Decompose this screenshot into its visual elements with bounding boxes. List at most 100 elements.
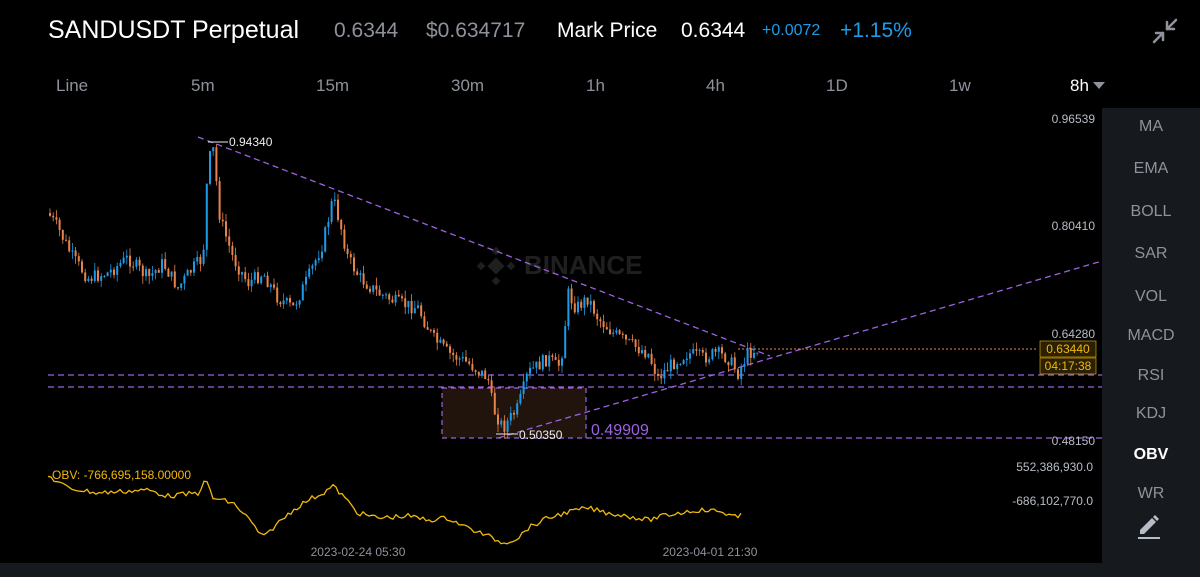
candle-body — [279, 302, 282, 305]
candle-body — [119, 263, 122, 267]
countdown-tag-text: 04:17:38 — [1045, 359, 1092, 373]
candle-body — [564, 326, 567, 359]
chart-area[interactable]: BINANCE 0.94340 0.50350 0.49909 0.96539 … — [47, 108, 1103, 563]
candle-body — [337, 199, 339, 220]
candle-body — [426, 327, 429, 330]
candle-body — [657, 374, 659, 376]
obv-axis-label: -686,102,770.0 — [1012, 494, 1093, 508]
indicator-obv[interactable]: OBV — [1133, 446, 1169, 463]
candle-body — [705, 352, 707, 363]
candle-body — [68, 240, 71, 252]
candle-body — [327, 221, 330, 228]
indicator-rsi[interactable]: RSI — [1137, 367, 1165, 384]
candle-body — [372, 285, 375, 292]
candlestick-series — [49, 144, 759, 439]
countdown-tag — [1039, 357, 1097, 375]
tab-8h[interactable]: 8h — [1070, 76, 1089, 95]
ticker-header: SANDUSDT Perpetual 0.6344 $0.634717 Mark… — [0, 0, 1200, 64]
candle-body — [749, 348, 752, 358]
candle-body — [452, 352, 455, 356]
price-chart[interactable]: BINANCE 0.94340 0.50350 0.49909 0.96539 … — [47, 108, 1103, 563]
candle-body — [93, 270, 96, 281]
tab-30m[interactable]: 30m — [451, 76, 485, 95]
candle-body — [733, 357, 736, 370]
chevron-down-icon[interactable] — [1093, 82, 1105, 89]
candle-body — [228, 236, 231, 246]
tab-5m[interactable]: 5m — [191, 76, 215, 95]
candle-body — [599, 319, 602, 322]
symbol-title[interactable]: SANDUSDT Perpetual — [48, 16, 300, 44]
candle-body — [628, 339, 631, 341]
tab-1h[interactable]: 1h — [586, 76, 605, 95]
candle-body — [244, 272, 247, 280]
indicator-macd[interactable]: MACD — [1127, 327, 1175, 344]
candle-body — [743, 363, 746, 367]
indicator-sar[interactable]: SAR — [1134, 245, 1168, 262]
indicator-ma[interactable]: MA — [1139, 118, 1163, 135]
indicator-boll[interactable]: BOLL — [1130, 203, 1172, 220]
indicator-ema[interactable]: EMA — [1133, 160, 1169, 177]
candle-body — [647, 353, 650, 358]
watermark-text: BINANCE — [524, 250, 642, 280]
collapse-arrows-icon[interactable] — [1150, 16, 1180, 46]
candle-body — [58, 219, 61, 230]
candle-body — [609, 329, 611, 335]
candle-body — [77, 256, 80, 262]
candle-body — [84, 272, 87, 282]
candle-body — [164, 259, 167, 269]
candle-body — [698, 349, 701, 351]
candle-body — [445, 343, 448, 347]
candle-body — [721, 347, 723, 354]
candle-body — [474, 370, 477, 372]
candle-body — [263, 275, 266, 277]
candle-body — [305, 276, 307, 285]
candle-body — [324, 227, 327, 252]
candle-body — [717, 347, 720, 352]
candle-body — [369, 288, 371, 292]
candle-body — [580, 301, 583, 308]
tab-1d[interactable]: 1D — [826, 76, 848, 95]
candle-body — [525, 373, 528, 382]
candle-body — [653, 363, 656, 375]
candle-body — [756, 352, 759, 354]
candle-body — [423, 316, 426, 328]
candle-body — [116, 266, 119, 275]
indicator-vol[interactable]: VOL — [1134, 288, 1167, 305]
candle-body — [593, 301, 595, 314]
pencil-icon[interactable] — [1132, 508, 1166, 542]
candle-body — [241, 272, 243, 275]
candle-body — [365, 284, 368, 289]
candle-body — [404, 298, 407, 308]
candle-body — [692, 349, 695, 354]
tab-1w[interactable]: 1w — [949, 76, 971, 95]
candle-body — [71, 250, 74, 252]
candle-body — [679, 363, 682, 365]
candle-body — [61, 229, 64, 240]
candle-body — [695, 349, 698, 351]
candle-body — [631, 339, 634, 341]
candle-body — [449, 346, 451, 353]
candle-body — [503, 420, 506, 432]
candle-body — [353, 257, 355, 272]
tab-line[interactable]: Line — [56, 76, 89, 95]
candle-body — [740, 366, 743, 379]
descending-trendline[interactable] — [197, 136, 771, 357]
candle-body — [234, 254, 237, 267]
indicator-wr[interactable]: WR — [1137, 485, 1165, 502]
tab-4h[interactable]: 4h — [706, 76, 725, 95]
tab-15m[interactable]: 15m — [316, 76, 350, 95]
candle-body — [388, 294, 391, 300]
candle-body — [209, 151, 211, 184]
candle-body — [557, 359, 560, 366]
indicator-kdj[interactable]: KDJ — [1135, 405, 1167, 422]
candle-body — [145, 269, 147, 277]
candle-body — [490, 380, 493, 393]
candle-body — [330, 201, 333, 222]
candle-body — [170, 271, 173, 277]
price-axis-label: 0.64280 — [1052, 327, 1096, 341]
candle-body — [471, 363, 474, 371]
candle-body — [410, 300, 413, 314]
candle-body — [161, 259, 163, 273]
candle-body — [138, 259, 141, 266]
candle-body — [545, 355, 547, 367]
